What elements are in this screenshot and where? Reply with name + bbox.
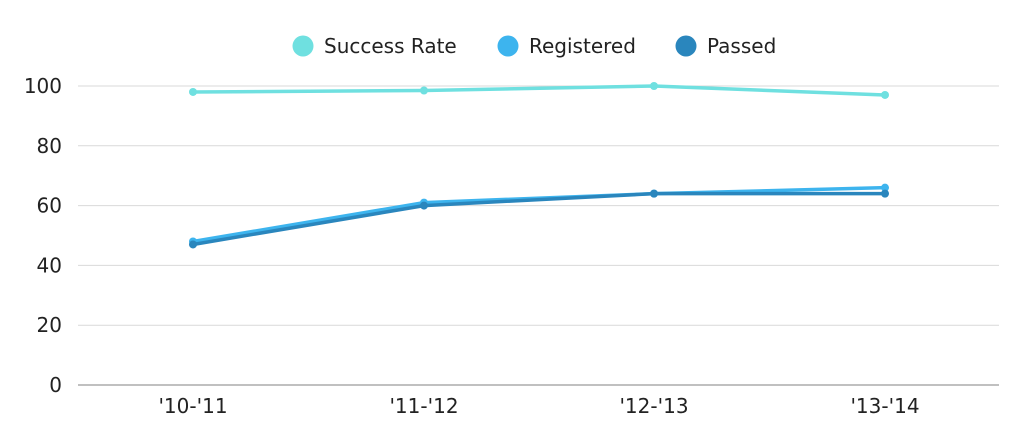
grid	[78, 85, 999, 326]
y-tick-label: 80	[37, 134, 62, 158]
data-point	[420, 86, 428, 95]
data-point	[650, 189, 658, 198]
x-tick-label: '10-'11	[158, 394, 227, 418]
legend-label: Registered	[529, 34, 636, 58]
legend-label: Success Rate	[324, 34, 457, 58]
series-line	[191, 191, 887, 247]
y-tick-label: 0	[49, 373, 62, 397]
y-tick-label: 20	[37, 313, 62, 337]
x-tick-label: '13-'14	[850, 394, 919, 418]
legend-item: Success Rate	[292, 34, 457, 58]
y-tick-label: 40	[37, 253, 62, 277]
y-tick-label: 100	[24, 74, 62, 98]
series-line	[191, 84, 887, 97]
x-tick-label: '12-'13	[619, 394, 688, 418]
data-point	[650, 82, 658, 90]
axes: 0 20 40 60 80 100 '10-'11 '11-'12 '12-'13 '13-'14	[24, 74, 999, 418]
legend-marker-icon	[675, 35, 697, 57]
legend-item: Passed	[675, 34, 776, 58]
data-point	[189, 240, 197, 249]
y-tick-label: 60	[37, 194, 62, 218]
legend-marker-icon	[292, 35, 314, 57]
legend-item: Registered	[497, 34, 636, 58]
series-passed	[189, 189, 889, 249]
series-line	[191, 185, 887, 244]
data-point	[189, 87, 197, 96]
series	[189, 82, 889, 249]
x-tick-label: '11-'12	[389, 394, 458, 418]
legend-label: Passed	[707, 34, 776, 58]
series-success-rate	[189, 82, 889, 99]
data-point	[881, 189, 889, 198]
data-point	[420, 201, 428, 210]
legend: Success Rate Registered Passed	[292, 34, 776, 58]
legend-marker-icon	[497, 35, 519, 57]
data-point	[881, 90, 889, 99]
data-point	[881, 183, 889, 192]
